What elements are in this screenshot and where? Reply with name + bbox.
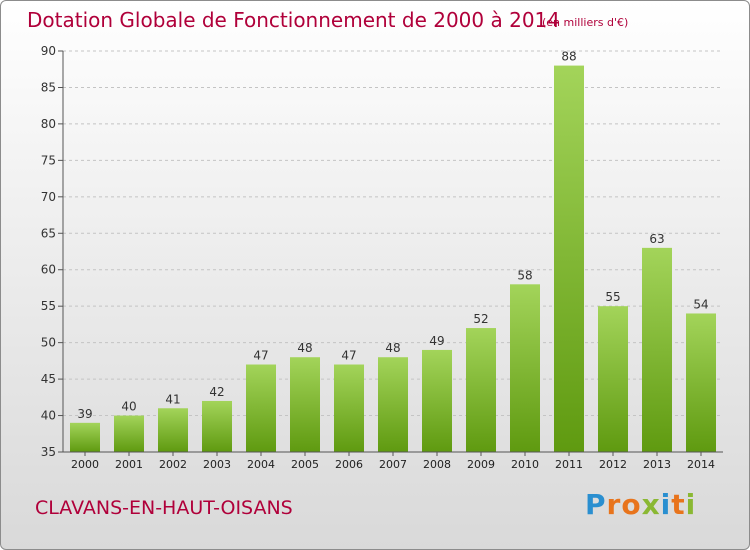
- x-tick-label: 2003: [203, 458, 231, 471]
- proxiti-logo[interactable]: Proxiti: [585, 488, 696, 521]
- labels: 35 40 45 50 55 60 65 70 75 80 85 90 39 2000 40 2001 41 20…: [41, 44, 715, 471]
- axes: [58, 50, 723, 456]
- x-tick-label: 2012: [599, 458, 627, 471]
- bar-value-label: 48: [297, 341, 312, 355]
- chart-title: Dotation Globale de Fonctionnement de 20…: [27, 8, 560, 32]
- x-tick-label: 2014: [687, 458, 715, 471]
- bar: [202, 400, 232, 452]
- bar: [70, 422, 100, 452]
- y-tick-label: 40: [41, 409, 56, 423]
- y-tick-label: 50: [41, 336, 56, 350]
- logo-letter: i: [660, 488, 672, 521]
- commune-name: CLAVANS-EN-HAUT-OISANS: [35, 497, 293, 519]
- y-tick-label: 70: [41, 190, 56, 204]
- bar: [334, 364, 364, 452]
- logo-letter: P: [585, 488, 607, 521]
- bar-value-label: 49: [429, 334, 444, 348]
- y-tick-label: 90: [41, 44, 56, 58]
- bar-value-label: 58: [517, 268, 532, 282]
- bar: [290, 357, 320, 452]
- x-tick-label: 2006: [335, 458, 363, 471]
- logo-letter: r: [606, 488, 622, 521]
- bar: [378, 357, 408, 452]
- x-tick-label: 2010: [511, 458, 539, 471]
- bar: [422, 349, 452, 452]
- bar: [686, 313, 716, 452]
- bar-value-label: 47: [253, 349, 268, 363]
- y-tick-label: 65: [41, 226, 56, 240]
- y-tick-label: 85: [41, 80, 56, 94]
- bar-value-label: 63: [649, 232, 664, 246]
- bar: [554, 65, 584, 452]
- bar-value-label: 54: [693, 297, 708, 311]
- bar-value-label: 52: [473, 312, 488, 326]
- y-tick-label: 35: [41, 445, 56, 459]
- bar: [158, 408, 188, 452]
- x-tick-label: 2000: [71, 458, 99, 471]
- logo-letter: i: [685, 488, 697, 521]
- bar-value-label: 48: [385, 341, 400, 355]
- chart-subtitle: (en milliers d'€): [542, 16, 629, 29]
- bar: [642, 247, 672, 452]
- bars: [70, 65, 716, 452]
- y-tick-label: 80: [41, 117, 56, 131]
- bar: [510, 284, 540, 452]
- x-tick-label: 2002: [159, 458, 187, 471]
- bar-value-label: 55: [605, 290, 620, 304]
- bar-value-label: 40: [121, 400, 136, 414]
- y-tick-label: 55: [41, 299, 56, 313]
- bar-value-label: 41: [165, 392, 180, 406]
- x-tick-label: 2005: [291, 458, 319, 471]
- bar-value-label: 88: [561, 50, 576, 64]
- bar-value-label: 42: [209, 385, 224, 399]
- bar: [246, 364, 276, 452]
- bar: [114, 415, 144, 452]
- logo-letter: t: [671, 488, 686, 521]
- x-tick-label: 2004: [247, 458, 275, 471]
- y-tick-label: 60: [41, 263, 56, 277]
- x-tick-label: 2001: [115, 458, 143, 471]
- logo-letter: o: [621, 488, 642, 521]
- bar: [598, 306, 628, 452]
- x-tick-label: 2013: [643, 458, 671, 471]
- y-tick-label: 75: [41, 153, 56, 167]
- y-tick-label: 45: [41, 372, 56, 386]
- x-tick-label: 2009: [467, 458, 495, 471]
- bar-value-label: 39: [77, 407, 92, 421]
- logo-letter: x: [641, 488, 661, 521]
- x-tick-label: 2008: [423, 458, 451, 471]
- bar-value-label: 47: [341, 349, 356, 363]
- bar: [466, 328, 496, 452]
- x-tick-label: 2007: [379, 458, 407, 471]
- x-tick-label: 2011: [555, 458, 583, 471]
